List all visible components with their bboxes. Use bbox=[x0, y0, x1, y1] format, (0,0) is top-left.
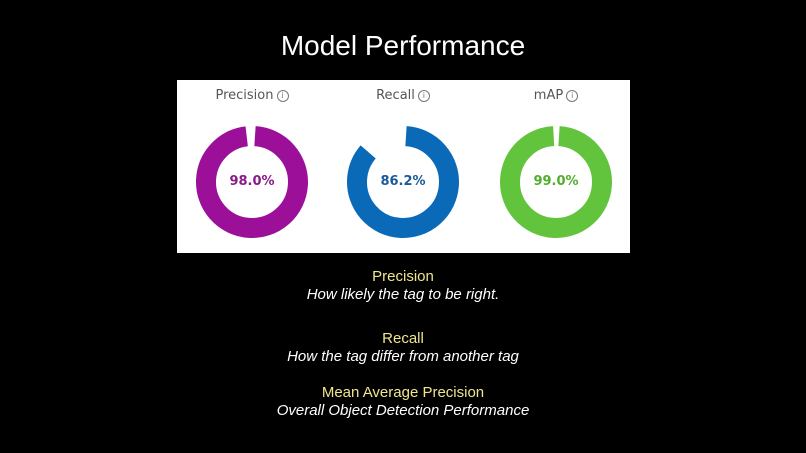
precision-donut bbox=[196, 126, 308, 238]
caption-recall: Recall How the tag differ from another t… bbox=[0, 330, 806, 366]
map-donut bbox=[500, 126, 612, 238]
caption-term: Mean Average Precision bbox=[321, 384, 485, 401]
metric-label-container: mAP i bbox=[481, 88, 631, 103]
metric-label: Recall bbox=[376, 88, 415, 103]
precision-value: 98.0% bbox=[229, 174, 275, 189]
map-value: 99.0% bbox=[533, 174, 579, 189]
metric-recall: Recall i 86.2% bbox=[328, 80, 478, 253]
caption-term: Recall bbox=[382, 330, 424, 347]
caption-description: How likely the tag to be right. bbox=[306, 286, 500, 303]
metric-label: mAP bbox=[533, 88, 564, 103]
metric-label-container: Precision i bbox=[177, 88, 327, 103]
recall-donut bbox=[347, 126, 459, 238]
slide-title: Model Performance bbox=[280, 30, 526, 61]
caption-description: Overall Object Detection Performance bbox=[276, 402, 530, 419]
donut-arc bbox=[196, 126, 308, 238]
captions: Precision How likely the tag to be right… bbox=[0, 268, 806, 420]
recall-value: 86.2% bbox=[380, 174, 426, 189]
caption-term: Precision bbox=[372, 268, 434, 285]
caption-map: Mean Average Precision Overall Object De… bbox=[0, 384, 806, 420]
metric-map: mAP i 99.0% bbox=[481, 80, 631, 253]
metrics-panel: Precision i 98.0% Recall i 86.2% mAP i 99.0… bbox=[177, 80, 630, 253]
caption-description: How the tag differ from another tag bbox=[287, 348, 519, 365]
info-icon[interactable]: i bbox=[276, 90, 289, 102]
metric-label: Precision bbox=[215, 88, 274, 103]
metric-precision: Precision i 98.0% bbox=[177, 80, 327, 253]
metric-label-container: Recall i bbox=[328, 88, 478, 103]
info-icon[interactable]: i bbox=[417, 90, 430, 102]
caption-precision: Precision How likely the tag to be right… bbox=[0, 268, 806, 304]
info-icon[interactable]: i bbox=[566, 90, 579, 102]
